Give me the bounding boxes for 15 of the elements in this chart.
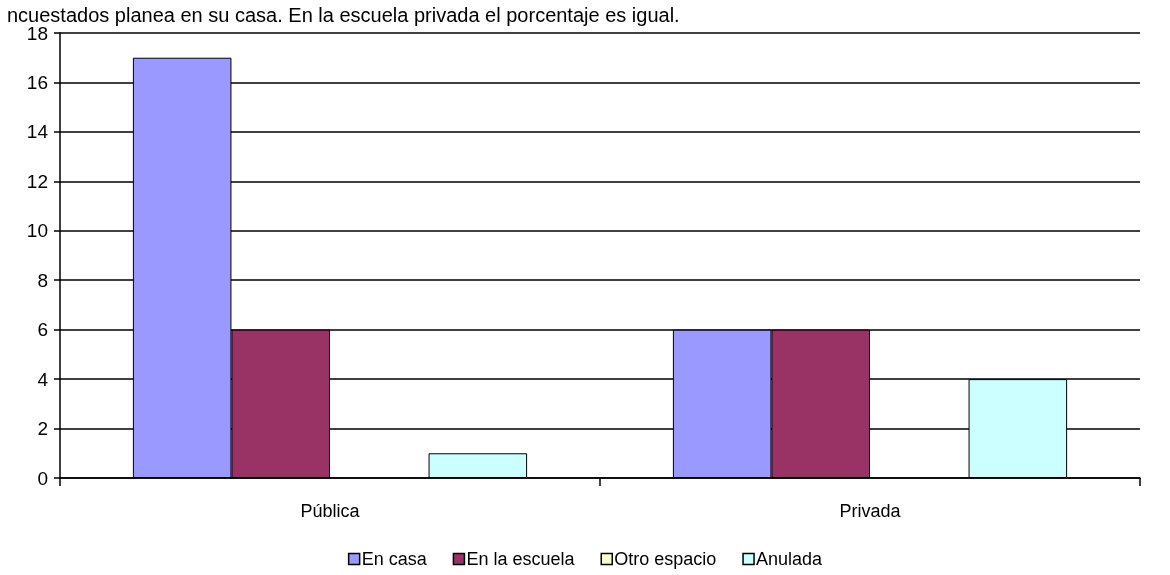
legend-label: Anulada bbox=[756, 549, 824, 569]
y-tick-label: 6 bbox=[37, 319, 48, 341]
x-tick-label: Pública bbox=[300, 501, 361, 521]
y-tick-label: 0 bbox=[37, 467, 48, 489]
legend-label: En casa bbox=[361, 549, 428, 569]
y-tick-label: 4 bbox=[37, 368, 49, 390]
y-tick-label: 10 bbox=[26, 220, 48, 242]
y-tick-label: 14 bbox=[26, 121, 49, 143]
legend-label: Otro espacio bbox=[614, 549, 717, 569]
legend-label: En la escuela bbox=[466, 549, 576, 569]
y-tick-label: 8 bbox=[37, 269, 48, 291]
y-tick-label: 16 bbox=[26, 71, 48, 93]
x-tick-label: Privada bbox=[839, 501, 902, 521]
y-tick-label: 12 bbox=[26, 170, 48, 192]
y-tick-label: 2 bbox=[37, 418, 48, 440]
